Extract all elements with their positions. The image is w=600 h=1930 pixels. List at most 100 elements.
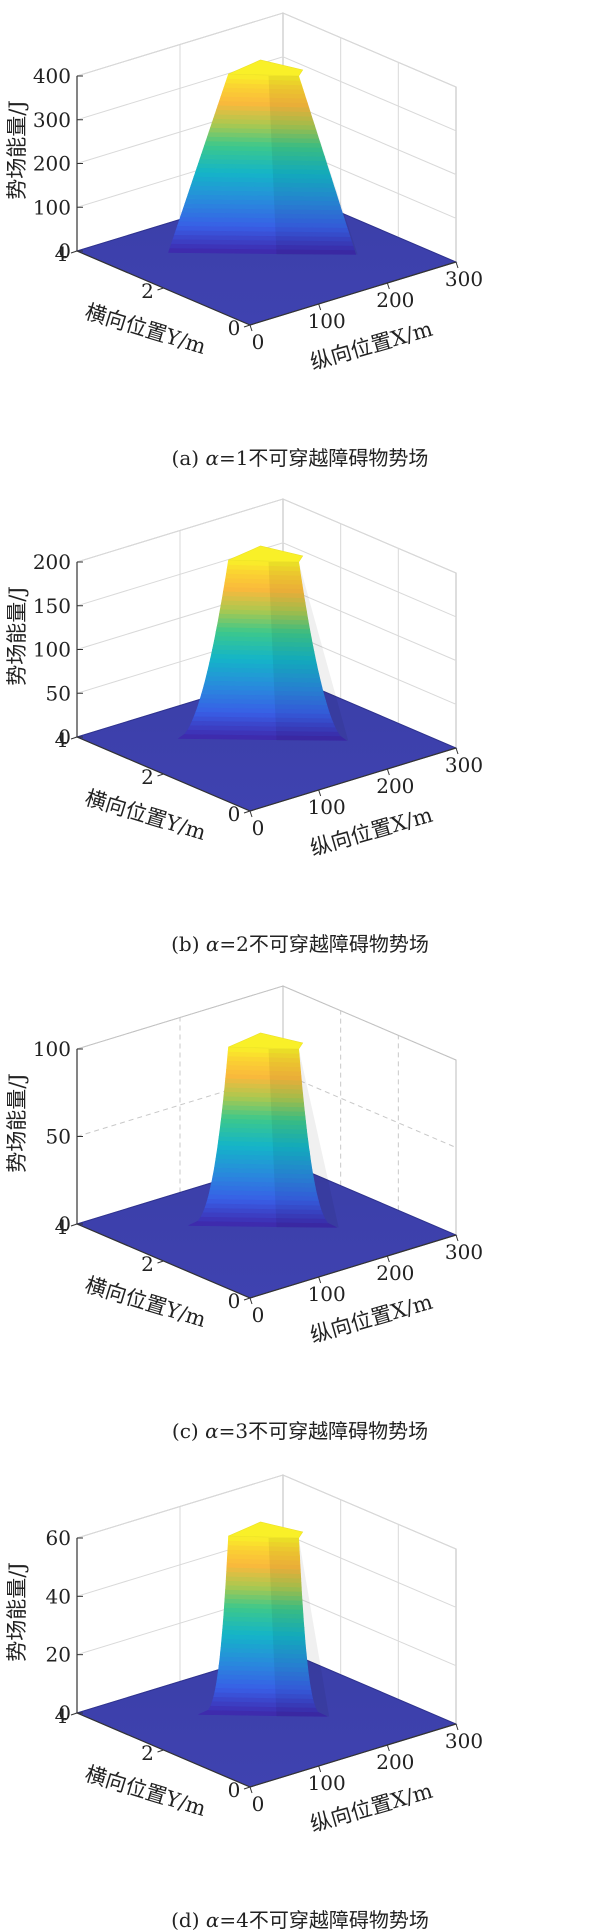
x-tick-mark xyxy=(386,1744,390,1752)
z-tick-label: 200 xyxy=(33,550,71,574)
y-axis-label: 横向位置Y/m xyxy=(82,786,208,845)
y-tick-label: 0 xyxy=(228,1778,241,1802)
panel-caption: (b) α=2不可穿越障碍物势场 xyxy=(171,932,429,956)
surface-shade xyxy=(268,1049,339,1228)
caption-alpha: α xyxy=(205,1419,219,1443)
caption-prefix: (d) xyxy=(171,1908,206,1930)
z-tick-label: 150 xyxy=(33,594,71,618)
surface-peak xyxy=(177,545,349,741)
z-axis-label: 势场能量/J xyxy=(5,1562,29,1662)
y-tick-mark xyxy=(243,1297,251,1301)
y-tick-label: 4 xyxy=(55,728,68,752)
x-axis-line xyxy=(249,747,457,812)
x-tick-label: 300 xyxy=(445,1240,483,1264)
caption-rest: =2不可穿越障碍物势场 xyxy=(219,932,428,956)
z-tick-label: 400 xyxy=(33,64,71,88)
x-tick-mark xyxy=(386,282,390,290)
panel-caption: (d) α=4不可穿越障碍物势场 xyxy=(171,1908,429,1930)
z-tick-label: 300 xyxy=(33,108,71,132)
z-tick-label: 50 xyxy=(46,681,71,705)
x-tick-mark xyxy=(318,303,322,311)
x-axis-line xyxy=(249,261,457,326)
y-tick-mark xyxy=(157,1749,164,1753)
caption-rest: =4不可穿越障碍物势场 xyxy=(219,1908,428,1930)
x-tick-mark xyxy=(318,1276,322,1284)
y-tick-label: 4 xyxy=(55,1704,68,1728)
y-tick-mark xyxy=(157,773,164,777)
caption-alpha: α xyxy=(205,446,219,470)
x-tick-mark xyxy=(318,1765,322,1773)
x-tick-label: 200 xyxy=(376,1261,414,1285)
surface-top xyxy=(228,59,304,77)
y-tick-mark xyxy=(243,810,251,814)
x-tick-label: 100 xyxy=(308,309,346,333)
x-tick-label: 0 xyxy=(252,330,265,354)
surface-peak xyxy=(198,1521,330,1717)
z-axis-label: 势场能量/J xyxy=(5,1073,29,1173)
z-tick-label: 200 xyxy=(33,152,71,176)
surface-top xyxy=(228,1521,304,1539)
x-tick-label: 300 xyxy=(445,267,483,291)
z-axis-label: 势场能量/J xyxy=(5,100,29,200)
wall-grid-h xyxy=(76,1474,457,1550)
wall-grid-h xyxy=(76,56,457,132)
y-tick-label: 2 xyxy=(141,279,154,303)
y-tick-label: 0 xyxy=(228,1289,241,1313)
y-tick-mark xyxy=(70,250,78,254)
x-axis-line xyxy=(249,1723,457,1788)
y-tick-mark xyxy=(243,324,251,328)
surface-top xyxy=(228,1032,304,1050)
x-tick-label: 100 xyxy=(308,1771,346,1795)
y-tick-label: 0 xyxy=(228,802,241,826)
x-axis-line xyxy=(249,1234,457,1299)
x-tick-label: 100 xyxy=(308,795,346,819)
wall-grid-h xyxy=(76,12,457,88)
x-tick-label: 0 xyxy=(252,1303,265,1327)
y-tick-label: 2 xyxy=(141,1741,154,1765)
z-tick-label: 0 xyxy=(58,725,71,749)
surface-peak xyxy=(168,59,358,255)
x-tick-label: 0 xyxy=(252,816,265,840)
z-tick-label: 50 xyxy=(46,1125,71,1149)
x-tick-mark xyxy=(249,810,253,818)
x-tick-mark xyxy=(455,747,459,755)
y-tick-mark xyxy=(70,1712,78,1716)
x-tick-label: 100 xyxy=(308,1282,346,1306)
x-tick-label: 200 xyxy=(376,288,414,312)
panel-caption: (a) α=1不可穿越障碍物势场 xyxy=(172,446,429,470)
caption-alpha: α xyxy=(206,1908,220,1930)
y-axis-label: 横向位置Y/m xyxy=(82,300,208,359)
caption-alpha: α xyxy=(206,932,220,956)
y-tick-label: 4 xyxy=(55,1215,68,1239)
x-tick-mark xyxy=(455,1723,459,1731)
caption-prefix: (a) xyxy=(172,446,206,470)
y-tick-label: 0 xyxy=(228,316,241,340)
surface-top xyxy=(228,545,304,563)
z-tick-label: 0 xyxy=(58,1212,71,1236)
z-tick-label: 20 xyxy=(46,1643,71,1667)
x-tick-mark xyxy=(249,1297,253,1305)
y-tick-mark xyxy=(157,1260,164,1264)
y-tick-label: 2 xyxy=(141,765,154,789)
z-axis-label: 势场能量/J xyxy=(5,586,29,686)
z-tick-label: 0 xyxy=(58,1701,71,1725)
z-tick-label: 100 xyxy=(33,638,71,662)
x-tick-mark xyxy=(249,1786,253,1794)
x-tick-label: 200 xyxy=(376,774,414,798)
x-tick-label: 300 xyxy=(445,753,483,777)
z-tick-label: 60 xyxy=(46,1526,71,1550)
y-tick-label: 4 xyxy=(55,242,68,266)
z-tick-label: 40 xyxy=(46,1584,71,1608)
surface-shade xyxy=(268,1538,330,1717)
x-tick-mark xyxy=(455,1234,459,1242)
z-tick-label: 0 xyxy=(58,239,71,263)
x-tick-mark xyxy=(386,768,390,776)
surface-peak xyxy=(188,1032,339,1228)
surface-shade xyxy=(268,76,358,255)
y-axis-label: 横向位置Y/m xyxy=(82,1762,208,1821)
